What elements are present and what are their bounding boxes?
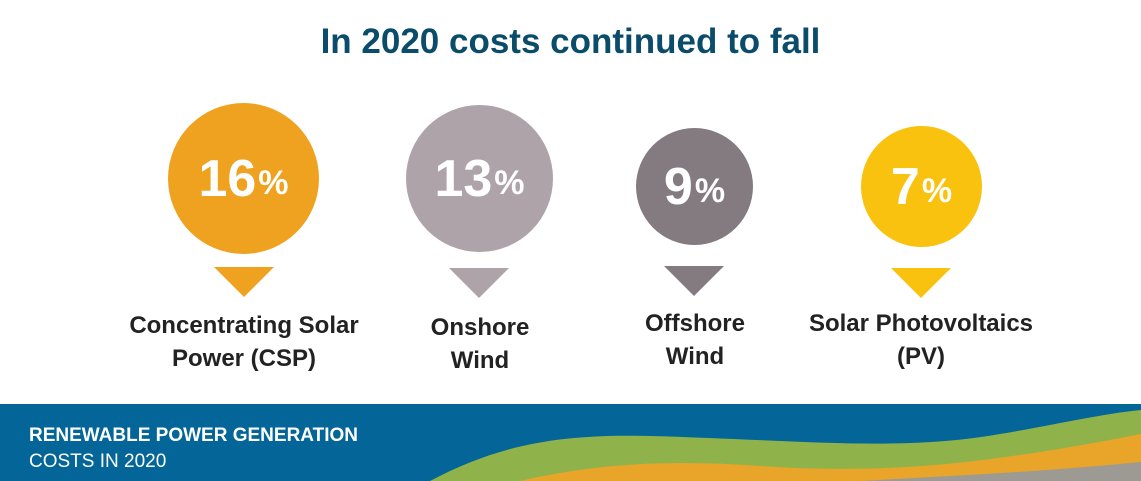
pv-label-line2: (PV) (897, 343, 945, 370)
csp-bubble: 16% (168, 103, 319, 254)
onshore-label-line2: Wind (450, 347, 510, 374)
csp-pointer-icon (214, 267, 274, 297)
onshore-unit: % (494, 164, 525, 202)
offshore-value: 9 (663, 157, 693, 216)
pv-pointer-icon (891, 268, 951, 298)
onshore-label: Onshore Wind (330, 311, 630, 377)
pv-unit: % (921, 172, 953, 210)
page-title: In 2020 costs continued to fall (320, 22, 821, 61)
csp-label-line2: Power (CSP) (171, 345, 317, 372)
onshore-pointer-icon (449, 268, 509, 298)
csp-value: 16 (198, 149, 257, 208)
offshore-unit: % (694, 172, 726, 210)
csp-label-line1: Concentrating Solar (129, 312, 359, 339)
banner-subtitle: COSTS IN 2020 (29, 451, 167, 472)
pv-label: Solar Photovoltaics (PV) (771, 307, 1071, 373)
offshore-pointer-icon (664, 266, 724, 296)
offshore-label-line2: Wind (665, 343, 725, 370)
offshore-label-line1: Offshore (644, 310, 745, 337)
footer-banner: RENEWABLE POWER GENERATION COSTS IN 2020 (0, 404, 1141, 481)
onshore-bubble: 13% (406, 105, 553, 252)
offshore-label: Offshore Wind (545, 307, 845, 373)
onshore-label-line1: Onshore (430, 314, 530, 341)
pv-value: 7 (890, 157, 920, 216)
banner-title: RENEWABLE POWER GENERATION (29, 425, 358, 446)
offshore-bubble: 9% (636, 128, 753, 245)
pv-bubble: 7% (861, 126, 982, 247)
pv-label-line1: Solar Photovoltaics (808, 310, 1034, 337)
onshore-value: 13 (434, 149, 493, 208)
wave-decoration (430, 410, 1141, 481)
csp-label: Concentrating Solar Power (CSP) (94, 309, 394, 375)
csp-unit: % (258, 164, 289, 202)
